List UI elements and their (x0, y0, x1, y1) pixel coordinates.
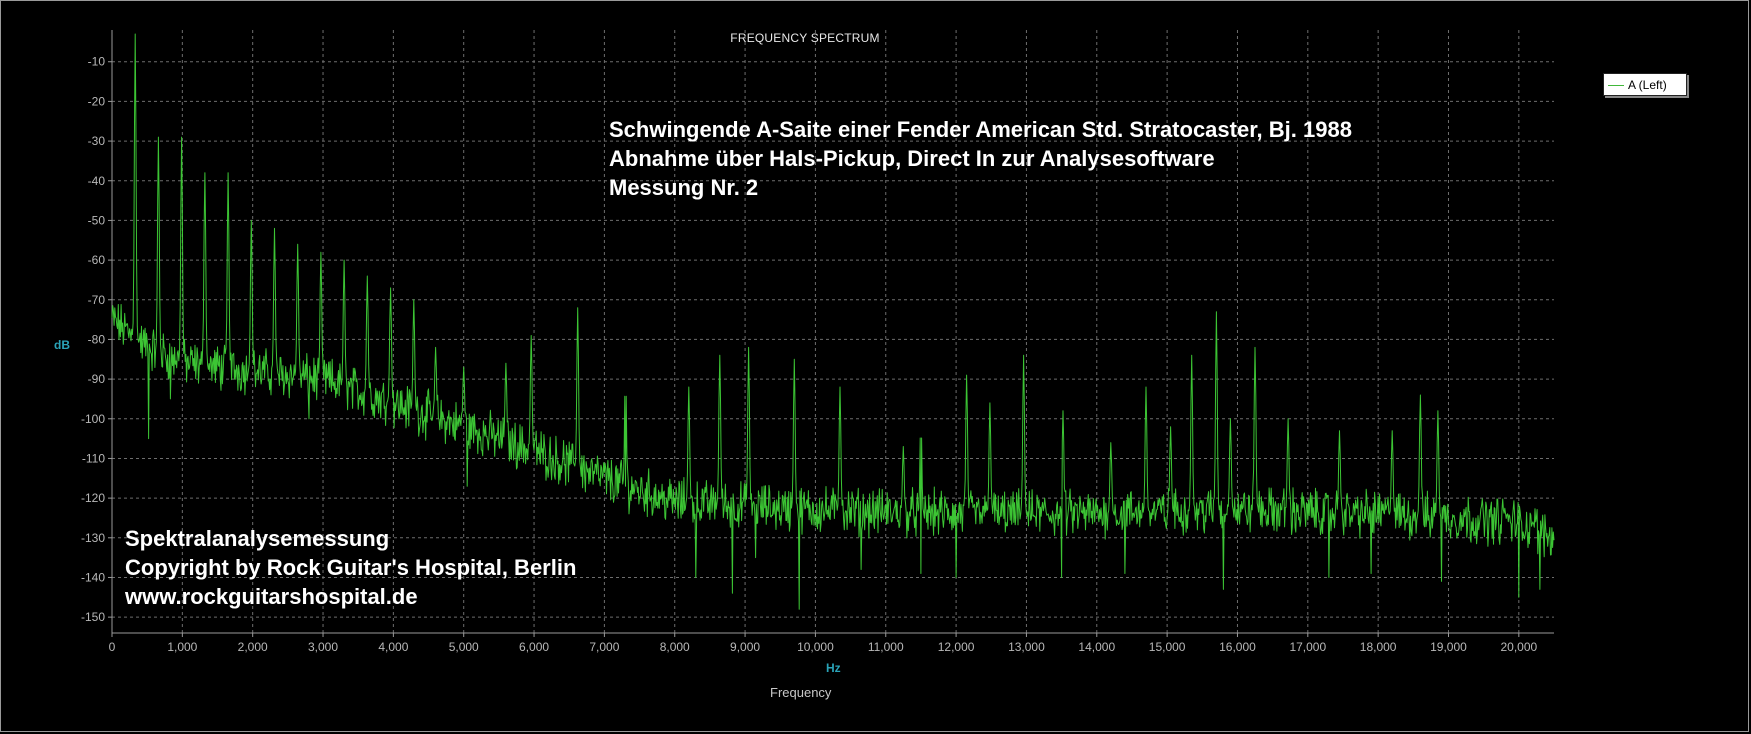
y-tick-label: -90 (88, 372, 106, 386)
x-tick-label: 18,000 (1360, 640, 1397, 654)
x-tick-label: 4,000 (378, 640, 408, 654)
annotation-top-line-2: Abnahme über Hals-Pickup, Direct In zur … (609, 146, 1215, 171)
x-axis-unit: Hz (826, 661, 841, 675)
x-tick-label: 2,000 (238, 640, 268, 654)
annotation-bottom-line-3: www.rockguitarshospital.de (125, 584, 418, 609)
annotation-top: Schwingende A-Saite einer Fender America… (609, 115, 1352, 202)
y-tick-label: -110 (82, 451, 105, 465)
y-axis-label: dB (54, 338, 70, 352)
y-tick-label: -70 (88, 293, 106, 307)
x-tick-label: 15,000 (1149, 640, 1186, 654)
x-tick-label: 8,000 (660, 640, 690, 654)
x-tick-label: 16,000 (1219, 640, 1256, 654)
series-layer (111, 33, 1555, 610)
x-tick-label: 20,000 (1500, 640, 1537, 654)
y-tick-label: -20 (88, 94, 106, 108)
y-tick-label: -150 (81, 610, 105, 624)
chart-title: FREQUENCY SPECTRUM (730, 31, 880, 45)
legend-series-swatch (1608, 85, 1624, 86)
x-tick-label: 13,000 (1008, 640, 1045, 654)
y-tick-label: -50 (88, 213, 106, 227)
legend[interactable]: A (Left) (1603, 73, 1687, 96)
x-tick-label: 0 (109, 640, 116, 654)
x-tick-label: 17,000 (1289, 640, 1326, 654)
y-tick-label: -30 (88, 134, 106, 148)
annotation-bottom: Spektralanalysemessung Copyright by Rock… (125, 524, 576, 611)
annotation-bottom-line-1: Spektralanalysemessung (125, 526, 390, 551)
y-tick-label: -100 (81, 412, 105, 426)
x-tick-label: 19,000 (1430, 640, 1467, 654)
x-tick-label: 12,000 (938, 640, 975, 654)
x-tick-label: 7,000 (589, 640, 619, 654)
legend-series-label: A (Left) (1628, 78, 1667, 92)
x-tick-label: 14,000 (1078, 640, 1115, 654)
x-tick-label: 5,000 (449, 640, 479, 654)
x-axis-label: Frequency (770, 685, 832, 700)
tick-labels: -10 -20 -30 -40 -50 -60 -70 -80 -90 -100 -110 -120 -… (81, 55, 1538, 654)
y-tick-label: -60 (88, 253, 106, 267)
x-tick-label: 9,000 (730, 640, 760, 654)
series-line (111, 33, 1555, 610)
y-tick-label: -80 (88, 332, 106, 346)
annotation-top-line-3: Messung Nr. 2 (609, 175, 759, 200)
x-tick-label: 6,000 (519, 640, 549, 654)
annotation-bottom-line-2: Copyright by Rock Guitar's Hospital, Ber… (125, 555, 577, 580)
y-tick-label: -40 (88, 174, 106, 188)
y-tick-label: -120 (81, 491, 105, 505)
grid (112, 30, 1554, 633)
x-tick-label: 3,000 (308, 640, 338, 654)
x-tick-label: 1,000 (167, 640, 197, 654)
y-tick-label: -10 (88, 55, 106, 69)
x-tick-label: 11,000 (868, 640, 904, 654)
x-tick-label: 10,000 (797, 640, 834, 654)
annotation-top-line-1: Schwingende A-Saite einer Fender America… (609, 117, 1352, 142)
y-tick-label: -130 (81, 531, 105, 545)
y-tick-label: -140 (81, 570, 105, 584)
axes (108, 30, 1554, 637)
